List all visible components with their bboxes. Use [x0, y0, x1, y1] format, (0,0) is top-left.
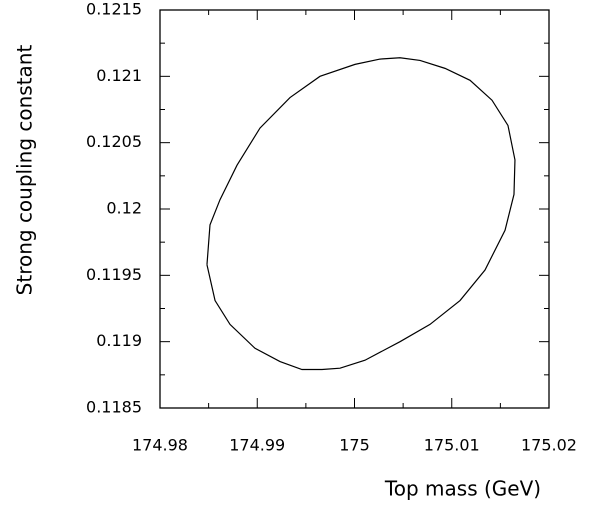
- x-tick-label: 175: [339, 436, 370, 455]
- x-tick-label: 174.98: [132, 436, 188, 455]
- y-axis-title: Strong coupling constant: [13, 45, 37, 296]
- y-tick-label: 0.119: [96, 331, 142, 350]
- x-axis-title: Top mass (GeV): [384, 477, 541, 501]
- plot-frame: [159, 9, 550, 409]
- y-tick-label: 0.12: [106, 199, 142, 218]
- contour-line: [206, 57, 516, 371]
- x-tick-label: 175.02: [521, 436, 577, 455]
- y-tick-label: 0.121: [96, 66, 142, 85]
- y-tick-label: 0.1215: [86, 0, 142, 19]
- y-tick-label: 0.1185: [86, 398, 142, 417]
- y-tick-label: 0.1205: [86, 132, 142, 151]
- x-tick-label: 174.99: [229, 436, 285, 455]
- x-tick-label: 175.01: [424, 436, 480, 455]
- y-tick-label: 0.1195: [86, 265, 142, 284]
